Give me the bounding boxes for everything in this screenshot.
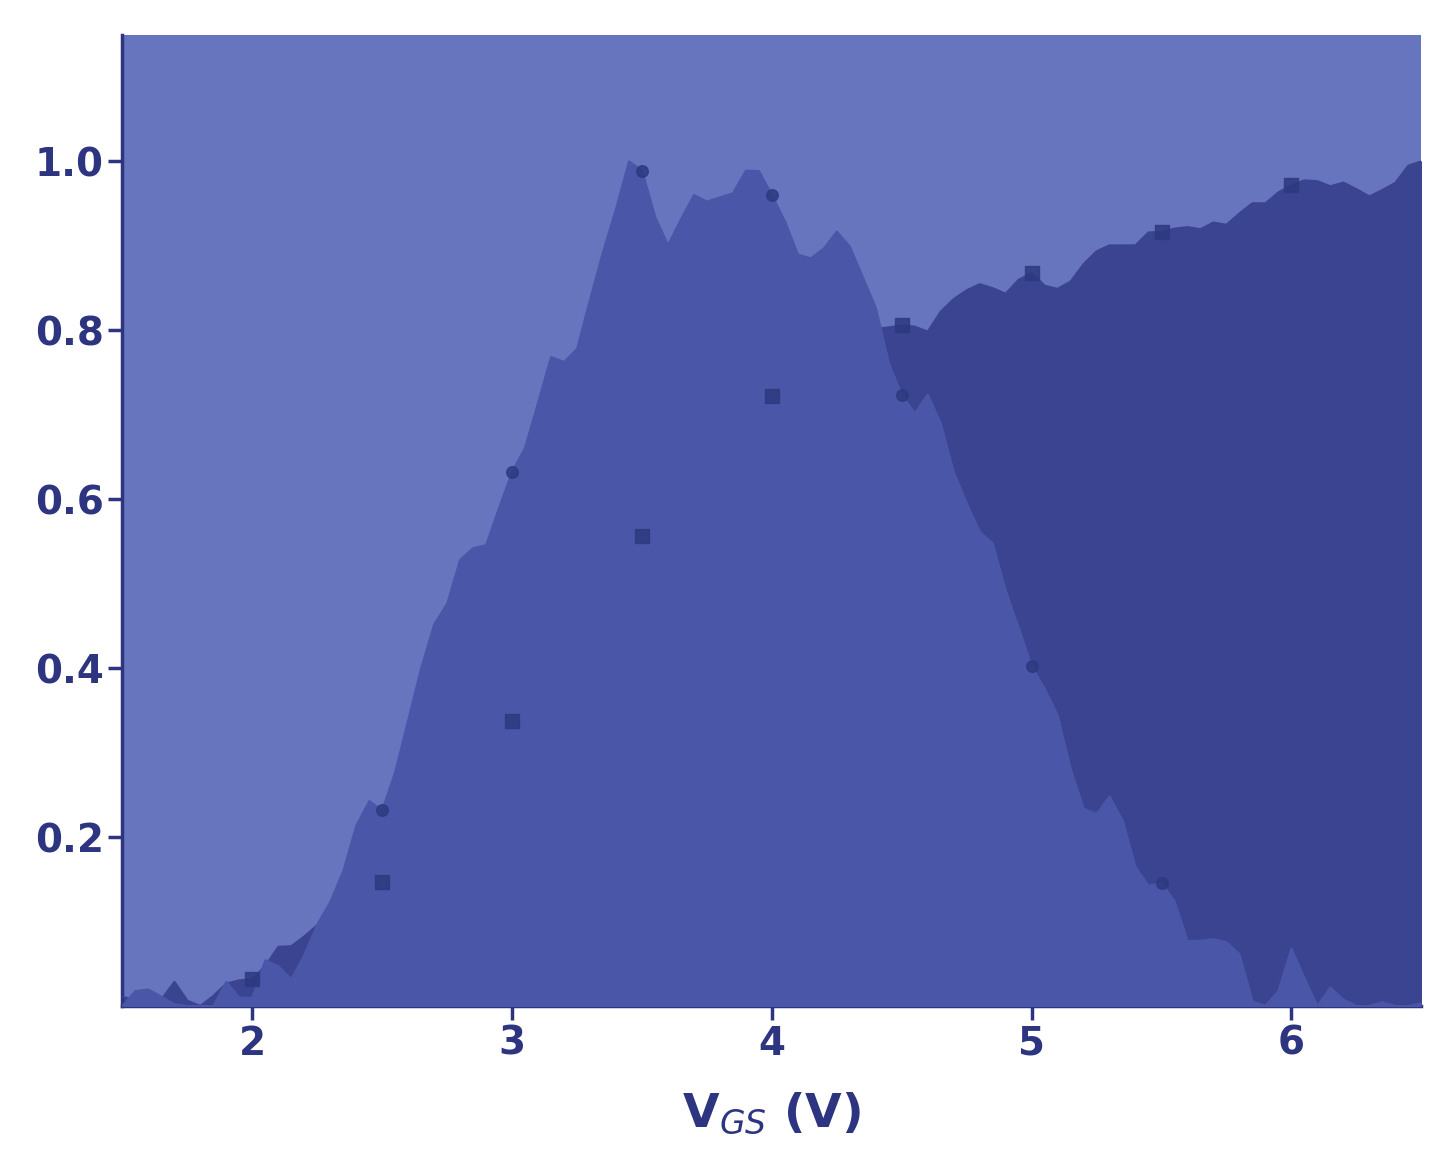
Point [371,872,395,891]
Point [1150,222,1174,241]
Point [760,386,783,405]
Point [890,316,913,335]
Point [501,463,524,481]
X-axis label: V$_{GS}$ (V): V$_{GS}$ (V) [683,1090,862,1136]
Point [890,385,913,404]
Point [240,970,264,988]
Point [760,186,783,205]
Point [630,527,654,546]
Point [1280,176,1303,194]
Point [1021,263,1044,282]
Point [630,162,654,180]
Point [371,801,395,820]
Point [1150,874,1174,892]
Point [1021,657,1044,676]
Point [501,712,524,731]
